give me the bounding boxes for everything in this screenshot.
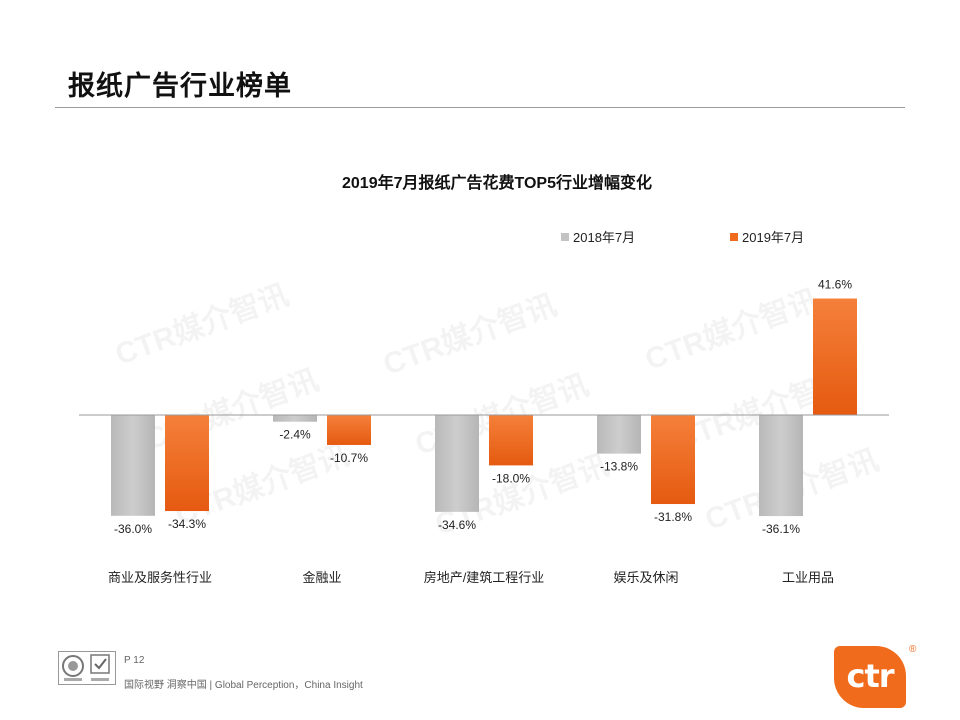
category-label: 娱乐及休闲 bbox=[613, 570, 678, 585]
bar-2019-4 bbox=[651, 415, 695, 505]
legend-swatch-2019 bbox=[730, 233, 738, 241]
data-label: 41.6% bbox=[818, 278, 852, 292]
bar-2018-4 bbox=[597, 415, 641, 454]
data-label: -34.3% bbox=[168, 517, 206, 531]
title-divider bbox=[55, 107, 905, 108]
bar-2018-2 bbox=[273, 415, 317, 422]
bar-2018-1 bbox=[111, 415, 155, 516]
registered-mark: ® bbox=[909, 644, 917, 655]
bar-2019-2 bbox=[327, 415, 371, 445]
category-label: 商业及服务性行业 bbox=[108, 570, 212, 585]
data-labels-group: -36.0% -34.3% -2.4% -10.7% -34.6% -18.0% -13.8… bbox=[114, 278, 852, 537]
ctr-logo-text: ctr bbox=[846, 657, 894, 695]
page-number: P 12 bbox=[124, 655, 145, 666]
legend: 2018年7月 2019年7月 bbox=[561, 230, 804, 245]
footer-tagline: 国际视野 洞察中国 | Global Perception，China Insi… bbox=[124, 680, 363, 691]
category-label: 房地产/建筑工程行业 bbox=[424, 570, 545, 585]
data-label: -34.6% bbox=[438, 518, 476, 532]
bar-2018-5 bbox=[759, 415, 803, 517]
legend-swatch-2018 bbox=[561, 233, 569, 241]
ctr-logo: ctr bbox=[834, 646, 906, 708]
data-label: -31.8% bbox=[654, 510, 692, 524]
bar-2019-5 bbox=[813, 298, 857, 415]
data-label: -36.1% bbox=[762, 522, 800, 536]
data-label: -18.0% bbox=[492, 471, 530, 485]
category-labels-group: 商业及服务性行业 金融业 房地产/建筑工程行业 娱乐及休闲 工业用品 bbox=[108, 570, 834, 585]
certification-logos bbox=[58, 651, 116, 685]
bar-2018-3 bbox=[435, 415, 479, 512]
legend-label-2018: 2018年7月 bbox=[573, 230, 635, 245]
data-label: -2.4% bbox=[279, 428, 311, 442]
bars-group bbox=[111, 298, 857, 517]
chart-title: 2019年7月报纸广告花费TOP5行业增幅变化 bbox=[342, 173, 652, 192]
data-label: -13.8% bbox=[600, 460, 638, 474]
bar-2019-3 bbox=[489, 415, 533, 466]
category-label: 金融业 bbox=[302, 570, 341, 585]
legend-label-2019: 2019年7月 bbox=[742, 230, 804, 245]
bar-2019-1 bbox=[165, 415, 209, 512]
page-title: 报纸广告行业榜单 bbox=[68, 71, 292, 101]
data-label: -10.7% bbox=[330, 451, 368, 465]
category-label: 工业用品 bbox=[782, 570, 834, 585]
data-label: -36.0% bbox=[114, 522, 152, 536]
